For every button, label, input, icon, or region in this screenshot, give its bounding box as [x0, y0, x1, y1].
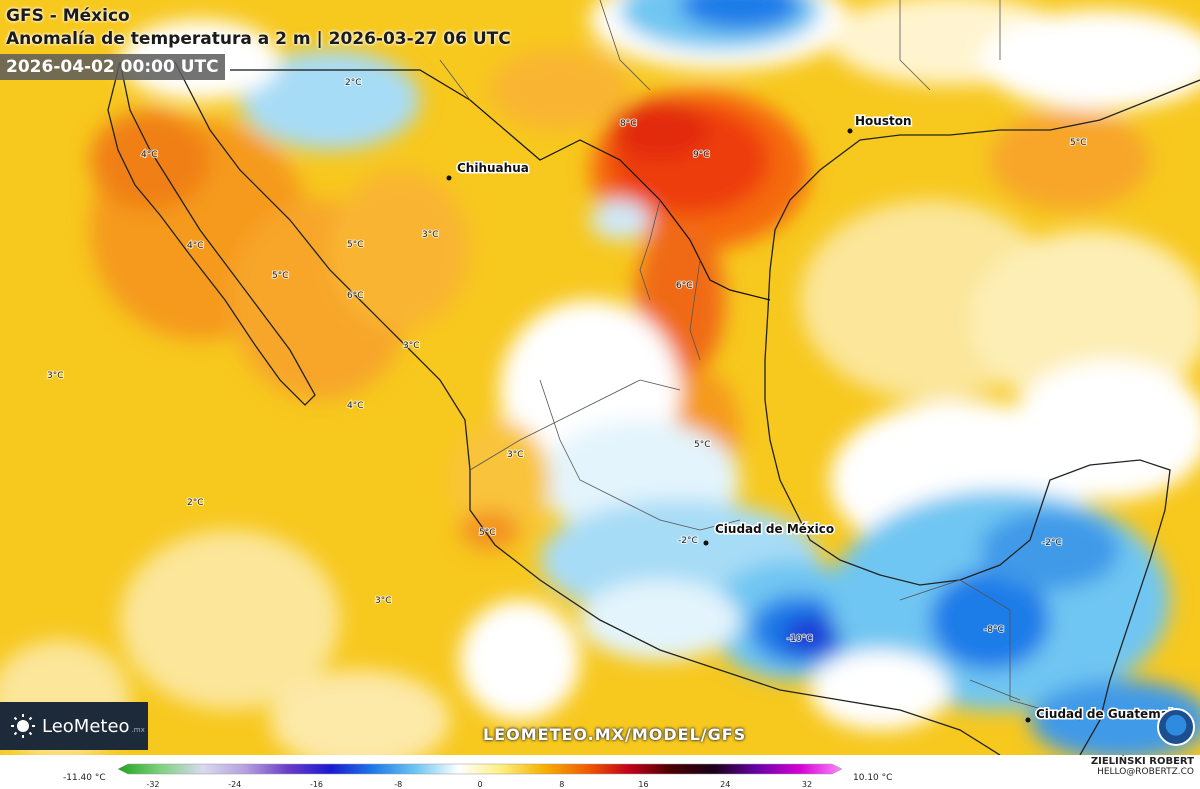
website-link[interactable]: LEOMETEO.MX/MODEL/GFS — [483, 725, 747, 744]
map-subtitle: Anomalía de temperatura a 2 m | 2026-03-… — [6, 29, 511, 49]
colorbar-tick-label: -16 — [310, 780, 323, 789]
city-label-chihuahua: Chihuahua — [457, 161, 529, 175]
city-label-houston: Houston — [855, 114, 912, 128]
anomaly-label: 3°C — [375, 596, 392, 606]
anomaly-label: 2°C — [187, 498, 204, 508]
city-label-ciudad-de-guatemala: Ciudad de Guatemala — [1036, 707, 1181, 721]
colorbar-tick-label: 0 — [477, 780, 482, 789]
colorbar — [117, 763, 843, 775]
anomaly-label: 6°C — [347, 291, 364, 301]
city-dot-ciudad-de-mexico — [703, 540, 709, 546]
sun-icon — [11, 714, 35, 738]
anomaly-label: 5°C — [694, 440, 711, 450]
colorbar-tick-label: 8 — [559, 780, 564, 789]
colorbar-max-label: 10.10 °C — [853, 773, 892, 783]
colorbar-tick-label: 16 — [638, 780, 648, 789]
anomaly-label: 4°C — [141, 150, 158, 160]
logo-text: LeoMeteo — [42, 715, 130, 737]
noaa-logo-icon — [1157, 708, 1195, 746]
anomaly-label: 9°C — [693, 150, 710, 160]
city-label-ciudad-de-mexico: Ciudad de México — [715, 522, 834, 536]
anomaly-label: 5°C — [479, 528, 496, 538]
colorbar-tick-label: -32 — [146, 780, 159, 789]
anomaly-label: 4°C — [347, 401, 364, 411]
colorbar-tick-label: 32 — [802, 780, 812, 789]
anomaly-label: 2°C — [345, 78, 362, 88]
city-dot-chihuahua — [446, 175, 452, 181]
anomaly-label: 5°C — [347, 240, 364, 250]
author-email: HELLO@ROBERTZ.CO — [1097, 767, 1194, 777]
anomaly-label: -10°C — [787, 634, 812, 644]
temperature-anomaly-map: Chihuahua Houston Ciudad de México Ciuda… — [0, 0, 1200, 755]
colorbar-tick-label: -24 — [228, 780, 241, 789]
city-dot-houston — [847, 128, 853, 134]
legend-bar: -11.40 °C -32 -24 -16 -8 0 8 16 24 32 10.10 °C Z… — [0, 755, 1200, 789]
colorbar-min-label: -11.40 °C — [63, 773, 106, 783]
colorbar-tick-label: 24 — [720, 780, 730, 789]
city-dot-ciudad-de-guatemala — [1025, 717, 1031, 723]
anomaly-label: -2°C — [1042, 538, 1062, 548]
leometeo-logo[interactable]: LeoMeteo .mx — [0, 702, 148, 750]
anomaly-label: 5°C — [1070, 138, 1087, 148]
anomaly-label: -2°C — [678, 536, 698, 546]
anomaly-label: 5°C — [272, 271, 289, 281]
map-title: GFS - México — [6, 6, 130, 26]
colorbar-tick-label: -8 — [394, 780, 402, 789]
colorbar-ticks: -32 -24 -16 -8 0 8 16 24 32 — [146, 780, 812, 789]
anomaly-label: 8°C — [620, 119, 637, 129]
city-markers: Chihuahua Houston Ciudad de México Ciuda… — [446, 113, 1183, 723]
logo-domain: .mx — [131, 726, 145, 734]
anomaly-label: 3°C — [47, 371, 64, 381]
author-credit: ZIELIŃSKI ROBERT HELLO@ROBERTZ.CO — [1091, 756, 1194, 777]
anomaly-label: 6°C — [676, 281, 693, 291]
anomaly-label: 3°C — [403, 341, 420, 351]
anomaly-label: 3°C — [507, 450, 524, 460]
anomaly-label: 3°C — [422, 230, 439, 240]
anomaly-labels: 2°C 4°C 4°C 5°C 5°C 3°C 6°C 3°C 4°C 3°C … — [46, 77, 1088, 645]
author-name: ZIELIŃSKI ROBERT — [1090, 756, 1194, 767]
anomaly-label: 4°C — [187, 241, 204, 251]
anomaly-label: -8°C — [984, 625, 1004, 635]
valid-time-badge: 2026-04-02 00:00 UTC — [0, 54, 225, 80]
